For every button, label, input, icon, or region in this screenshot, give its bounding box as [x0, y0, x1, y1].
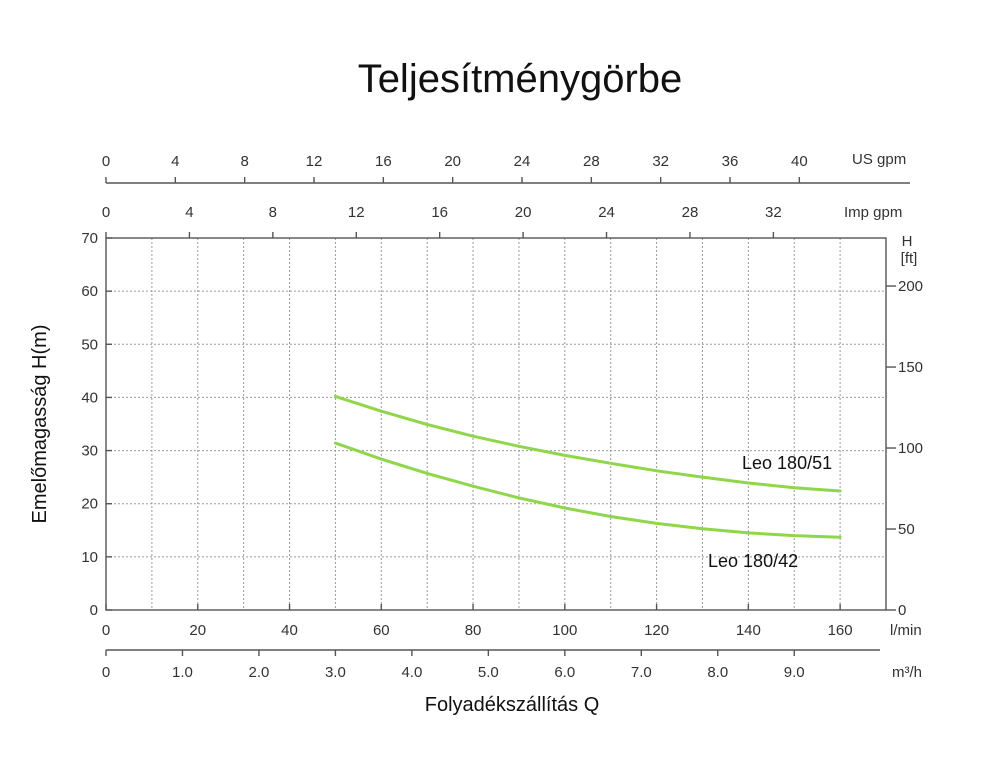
y-tick-label: 0 — [90, 602, 98, 619]
imp-gpm-tick-label: 32 — [765, 204, 782, 221]
y-tick-label: 20 — [81, 496, 98, 513]
us-gpm-tick-label: 20 — [444, 153, 461, 170]
us-gpm-tick-label: 32 — [652, 153, 669, 170]
us-gpm-tick-label: 4 — [171, 153, 179, 170]
imp-gpm-tick-label: 8 — [269, 204, 277, 221]
x-unit-label: l/min — [890, 622, 922, 639]
m3h-tick-label: 9.0 — [784, 664, 805, 681]
ft-tick-label: 100 — [898, 440, 923, 457]
series-line-2 — [333, 441, 842, 539]
m3h-tick-label: 4.0 — [401, 664, 422, 681]
ft-tick-label: 50 — [898, 521, 915, 538]
series-labels: Leo 180/51 Leo 180/42 — [708, 453, 832, 571]
x-tick-label: 160 — [828, 622, 853, 639]
y-tick-label: 60 — [81, 283, 98, 300]
imp-gpm-tick-label: 4 — [185, 204, 193, 221]
y-axis-title: Emelőmagasság H(m) — [29, 325, 51, 524]
imp-gpm-tick-label: 16 — [431, 204, 448, 221]
us-gpm-tick-label: 0 — [102, 153, 110, 170]
ft-unit-bottom: [ft] — [901, 250, 918, 267]
imp-gpm-unit: Imp gpm — [844, 204, 902, 221]
ft-tick-label: 200 — [898, 278, 923, 295]
m3h-tick-label: 5.0 — [478, 664, 499, 681]
m3h-tick-label: 0 — [102, 664, 110, 681]
chart-title: Teljesítménygörbe — [358, 57, 683, 101]
us-gpm-tick-label: 40 — [791, 153, 808, 170]
x-tick-label: 0 — [102, 622, 110, 639]
imp-gpm-tick-label: 28 — [682, 204, 699, 221]
us-gpm-tick-label: 8 — [240, 153, 248, 170]
y-tick-label: 50 — [81, 336, 98, 353]
us-gpm-unit: US gpm — [852, 151, 906, 168]
imp-gpm-tick-label: 24 — [598, 204, 615, 221]
y-tick-label: 10 — [81, 549, 98, 566]
us-gpm-tick-label: 16 — [375, 153, 392, 170]
x-tick-label: 20 — [189, 622, 206, 639]
x-tick-label: 140 — [736, 622, 761, 639]
axes — [105, 177, 910, 656]
us-gpm-tick-label: 28 — [583, 153, 600, 170]
imp-gpm-tick-label: 20 — [515, 204, 532, 221]
x-axis-title: Folyadékszállítás Q — [425, 694, 600, 716]
series-lines — [333, 394, 842, 539]
series-label-2: Leo 180/42 — [708, 551, 798, 571]
m3h-unit: m³/h — [892, 664, 922, 681]
us-gpm-tick-label: 36 — [722, 153, 739, 170]
grid — [106, 238, 886, 610]
m3h-tick-label: 2.0 — [249, 664, 270, 681]
y-tick-label: 70 — [81, 230, 98, 247]
x-tick-label: 60 — [373, 622, 390, 639]
m3h-tick-label: 6.0 — [554, 664, 575, 681]
y-tick-label: 30 — [81, 443, 98, 460]
imp-gpm-tick-label: 0 — [102, 204, 110, 221]
us-gpm-tick-label: 24 — [514, 153, 531, 170]
ft-unit-top: H — [902, 233, 913, 250]
series-line-1 — [333, 394, 842, 493]
m3h-tick-label: 3.0 — [325, 664, 346, 681]
x-tick-label: 100 — [552, 622, 577, 639]
imp-gpm-tick-label: 12 — [348, 204, 365, 221]
series-label-1: Leo 180/51 — [742, 453, 832, 473]
ft-tick-label: 0 — [898, 602, 906, 619]
x-tick-label: 120 — [644, 622, 669, 639]
m3h-tick-label: 7.0 — [631, 664, 652, 681]
plot-frame — [105, 237, 887, 611]
m3h-tick-label: 8.0 — [707, 664, 728, 681]
ft-tick-label: 150 — [898, 359, 923, 376]
y-tick-label: 40 — [81, 389, 98, 406]
x-tick-label: 40 — [281, 622, 298, 639]
us-gpm-tick-label: 12 — [306, 153, 323, 170]
m3h-tick-label: 1.0 — [172, 664, 193, 681]
x-tick-label: 80 — [465, 622, 482, 639]
